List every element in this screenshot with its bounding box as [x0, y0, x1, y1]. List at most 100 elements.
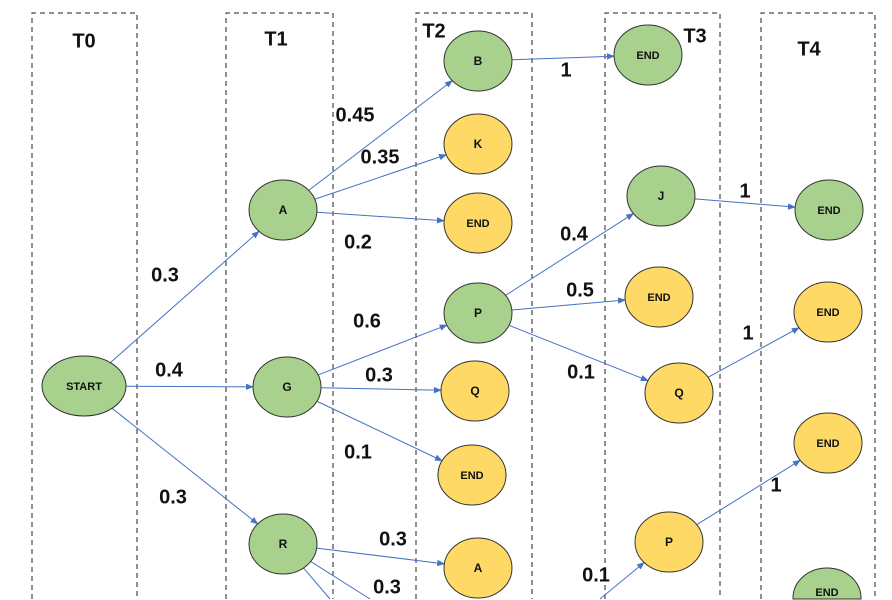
state-node-label: Q [674, 386, 683, 400]
state-node-label: P [474, 306, 482, 320]
state-node-shape [613, 24, 683, 86]
transition-probability-label: 0.4 [560, 223, 589, 245]
time-step-label: T3 [683, 25, 706, 47]
transition-probability-label: 1 [739, 180, 750, 202]
transition-probability-label: 1 [560, 59, 571, 81]
time-step-column-t3 [604, 12, 721, 599]
state-node-shape [624, 266, 694, 328]
time-step-label: T1 [264, 28, 287, 50]
transition-arrow [111, 407, 259, 525]
state-node-shape [443, 282, 513, 344]
transition-arrow [599, 561, 645, 600]
transition-probability-label: 0.3 [373, 576, 401, 598]
state-node-shape [443, 192, 513, 254]
state-node-shape [626, 165, 696, 227]
state-node-label: END [815, 587, 838, 599]
transition-arrow [314, 154, 448, 200]
state-node-shape [41, 355, 127, 417]
state-node-end: END [792, 567, 862, 600]
state-node-label: Q [470, 384, 479, 398]
state-node-label: END [817, 205, 840, 217]
state-node-end: END [793, 281, 863, 343]
state-node-label: A [474, 561, 483, 575]
state-node-label: END [466, 218, 489, 230]
state-node-shape [443, 537, 513, 599]
state-node-end: END [624, 266, 694, 328]
state-node-end: END [437, 444, 507, 506]
transition-probability-label: 0.2 [344, 231, 372, 253]
state-node-end: END [794, 179, 864, 241]
transition-arrow [505, 213, 635, 296]
state-node-label: G [282, 380, 291, 394]
transition-arrow [320, 386, 442, 394]
time-step-column-t2 [415, 12, 533, 599]
transition-probability-label: 0.4 [155, 359, 184, 381]
state-node-shape [644, 362, 714, 424]
state-node-label: END [647, 292, 670, 304]
transition-probability-label: 0.45 [336, 104, 375, 126]
state-node-shape [443, 113, 513, 175]
state-node-b: B [443, 30, 513, 92]
state-node-shape [443, 30, 513, 92]
transition-arrow [303, 567, 331, 600]
state-node-label: P [665, 535, 673, 549]
transition-probability-label: 0.1 [344, 441, 372, 463]
transition-arrow [317, 324, 448, 376]
transition-arrow [308, 80, 453, 191]
transition-arrow [511, 53, 615, 61]
state-node-label: START [66, 381, 102, 393]
state-node-label: B [474, 54, 483, 68]
transition-arrow [316, 400, 443, 462]
time-step-column-t1 [225, 12, 334, 599]
transition-probability-label: 0.3 [159, 486, 187, 508]
transition-probability-label: 0.3 [379, 528, 407, 550]
transition-arrow [511, 297, 626, 311]
state-node-p: P [443, 282, 513, 344]
state-node-g: G [252, 356, 322, 418]
transition-arrow [110, 230, 260, 364]
time-step-column-t0 [31, 12, 138, 599]
state-node-label: END [816, 307, 839, 319]
transition-probability-label: 0.5 [566, 279, 594, 301]
transition-arrow [696, 459, 801, 526]
state-node-label: A [279, 203, 288, 217]
time-step-column-t4 [760, 12, 876, 599]
transition-arrow [707, 327, 800, 378]
state-node-label: END [816, 438, 839, 450]
transition-probability-label: 1 [742, 322, 753, 344]
state-node-label: K [474, 137, 483, 151]
state-node-a: A [248, 179, 318, 241]
state-node-label: END [636, 50, 659, 62]
transition-probability-label: 0.1 [567, 361, 595, 383]
transition-probability-label: 0.3 [151, 264, 179, 286]
state-node-shape [793, 281, 863, 343]
transition-probability-label: 0.3 [365, 364, 393, 386]
transition-probability-label: 0.6 [353, 310, 381, 332]
state-node-shape [634, 511, 704, 573]
state-node-shape [792, 567, 862, 600]
state-node-q: Q [440, 360, 510, 422]
state-node-start: START [41, 355, 127, 417]
time-step-label: T0 [72, 30, 95, 52]
transition-probability-label: 0.35 [361, 146, 400, 168]
transition-probability-label: 0.1 [582, 564, 610, 586]
state-node-end: END [793, 412, 863, 474]
state-node-a: A [443, 537, 513, 599]
transition-arrow [508, 324, 649, 382]
state-node-shape [248, 513, 318, 575]
state-node-j: J [626, 165, 696, 227]
state-node-label: R [279, 537, 288, 551]
transition-arrow [310, 561, 371, 600]
state-node-p: P [634, 511, 704, 573]
time-step-label: T4 [797, 38, 821, 60]
state-node-shape [248, 179, 318, 241]
state-node-q: Q [644, 362, 714, 424]
transition-probability-label: 1 [770, 474, 781, 496]
transition-arrow [125, 383, 254, 390]
state-node-shape [440, 360, 510, 422]
state-node-shape [793, 412, 863, 474]
state-node-r: R [248, 513, 318, 575]
transition-arrow [316, 211, 445, 224]
state-node-label: END [460, 470, 483, 482]
